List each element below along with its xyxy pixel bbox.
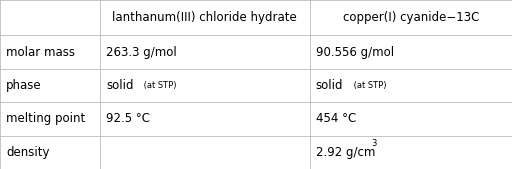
Text: 263.3 g/mol: 263.3 g/mol <box>106 46 177 59</box>
Text: solid: solid <box>106 79 134 92</box>
Text: copper(I) cyanide−13C: copper(I) cyanide−13C <box>343 11 479 24</box>
Text: 454 °C: 454 °C <box>316 112 356 125</box>
Text: density: density <box>6 146 50 159</box>
Text: (at STP): (at STP) <box>141 81 176 90</box>
Text: 2.92 g/cm: 2.92 g/cm <box>316 146 375 159</box>
Text: lanthanum(III) chloride hydrate: lanthanum(III) chloride hydrate <box>113 11 297 24</box>
Text: melting point: melting point <box>6 112 86 125</box>
Text: phase: phase <box>6 79 42 92</box>
Text: 90.556 g/mol: 90.556 g/mol <box>316 46 394 59</box>
Text: (at STP): (at STP) <box>351 81 386 90</box>
Text: 3: 3 <box>371 139 376 148</box>
Text: 92.5 °C: 92.5 °C <box>106 112 150 125</box>
Text: solid: solid <box>316 79 344 92</box>
Text: molar mass: molar mass <box>6 46 75 59</box>
